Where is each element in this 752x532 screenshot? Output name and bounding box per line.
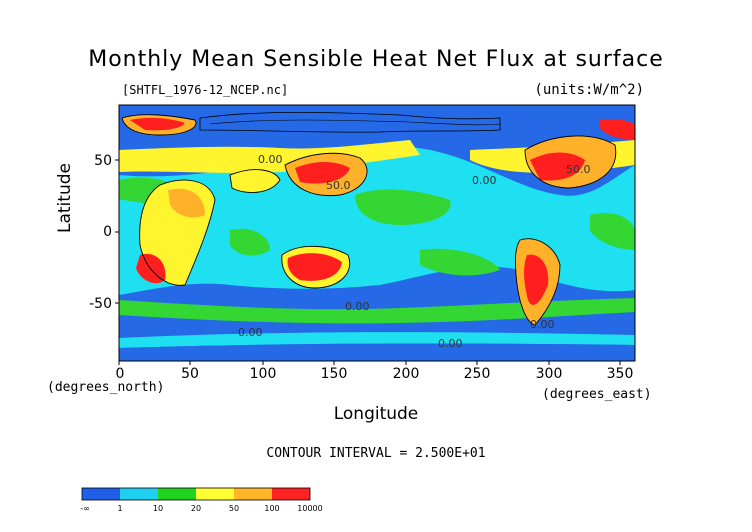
arctic-canada-red (600, 119, 635, 140)
greenland-red (130, 117, 185, 131)
y-tick-minus50: -50 (89, 296, 112, 312)
south-america-red (524, 254, 549, 305)
contour-label: 50.0 (326, 179, 351, 192)
x-tick-50: 50 (181, 366, 199, 382)
units-label: (units:W/m^2) (534, 82, 644, 98)
contour-label: 50.0 (566, 163, 591, 176)
colorbar-segment-2 (120, 488, 158, 500)
contour-label: 0.00 (438, 337, 463, 350)
x-tick-250: 250 (463, 366, 491, 382)
colorbar-label: 20 (190, 504, 202, 513)
green-patch-pacific-north (355, 189, 451, 225)
colorbar-frame (81, 487, 311, 501)
colorbar-segment-6 (272, 488, 310, 500)
x-tick-200: 200 (392, 366, 420, 382)
asia-red (295, 162, 350, 184)
colorbar-label: -∞ (80, 504, 90, 513)
x-tick-0: 0 (115, 366, 125, 382)
colorbar-label: 10 (152, 504, 164, 513)
plot-frame (118, 104, 636, 362)
x-tick-150: 150 (320, 366, 348, 382)
green-patch-indian (230, 228, 270, 256)
colorbar-label: 50 (228, 504, 240, 513)
green-patch-east (590, 213, 635, 250)
southern-green-band (119, 298, 635, 324)
colorbar-segment-5 (234, 488, 272, 500)
colorbar-label: 100 (264, 504, 280, 513)
x-tick-300: 300 (535, 366, 563, 382)
antarctic-blue (119, 343, 635, 361)
y-axis-unit-note: (degrees_north) (47, 380, 165, 395)
africa-orange (168, 188, 205, 218)
x-axis-unit-note: (degrees_east) (542, 387, 652, 402)
colorbar-segment-4 (196, 488, 234, 500)
contour-label: 0.00 (345, 300, 370, 313)
x-tick-100: 100 (249, 366, 277, 382)
north-america-red (530, 152, 585, 181)
y-tick-0: 0 (103, 224, 112, 240)
y-tick-50: 50 (94, 153, 112, 169)
colorbar-segment-3 (158, 488, 196, 500)
map-title: Monthly Mean Sensible Heat Net Flux at s… (88, 47, 664, 72)
arctic-contours-2 (209, 119, 501, 126)
contour-label: 0.00 (472, 174, 497, 187)
colorbar-label: 1 (117, 504, 123, 513)
x-axis-label: Longitude (333, 404, 419, 424)
coastlines (121, 114, 617, 326)
green-patch-pacific-south (420, 248, 500, 276)
file-label: [SHTFL_1976-12_NCEP.nc] (122, 83, 289, 97)
colorbar-label: 10000 (297, 504, 323, 513)
colorbar-segment-1 (82, 488, 120, 500)
contour-label: 0.00 (258, 153, 283, 166)
australia-red (287, 253, 342, 281)
contour-interval: CONTOUR INTERVAL = 2.500E+01 (266, 446, 486, 461)
india-yellow (230, 169, 280, 193)
antarctic-cyan-band (119, 332, 635, 348)
colorbar (81, 487, 311, 501)
contour-label: 0.00 (530, 318, 555, 331)
contour-label: 0.00 (238, 326, 263, 339)
x-tick-350: 350 (606, 366, 634, 382)
axis-ticks (115, 159, 621, 365)
